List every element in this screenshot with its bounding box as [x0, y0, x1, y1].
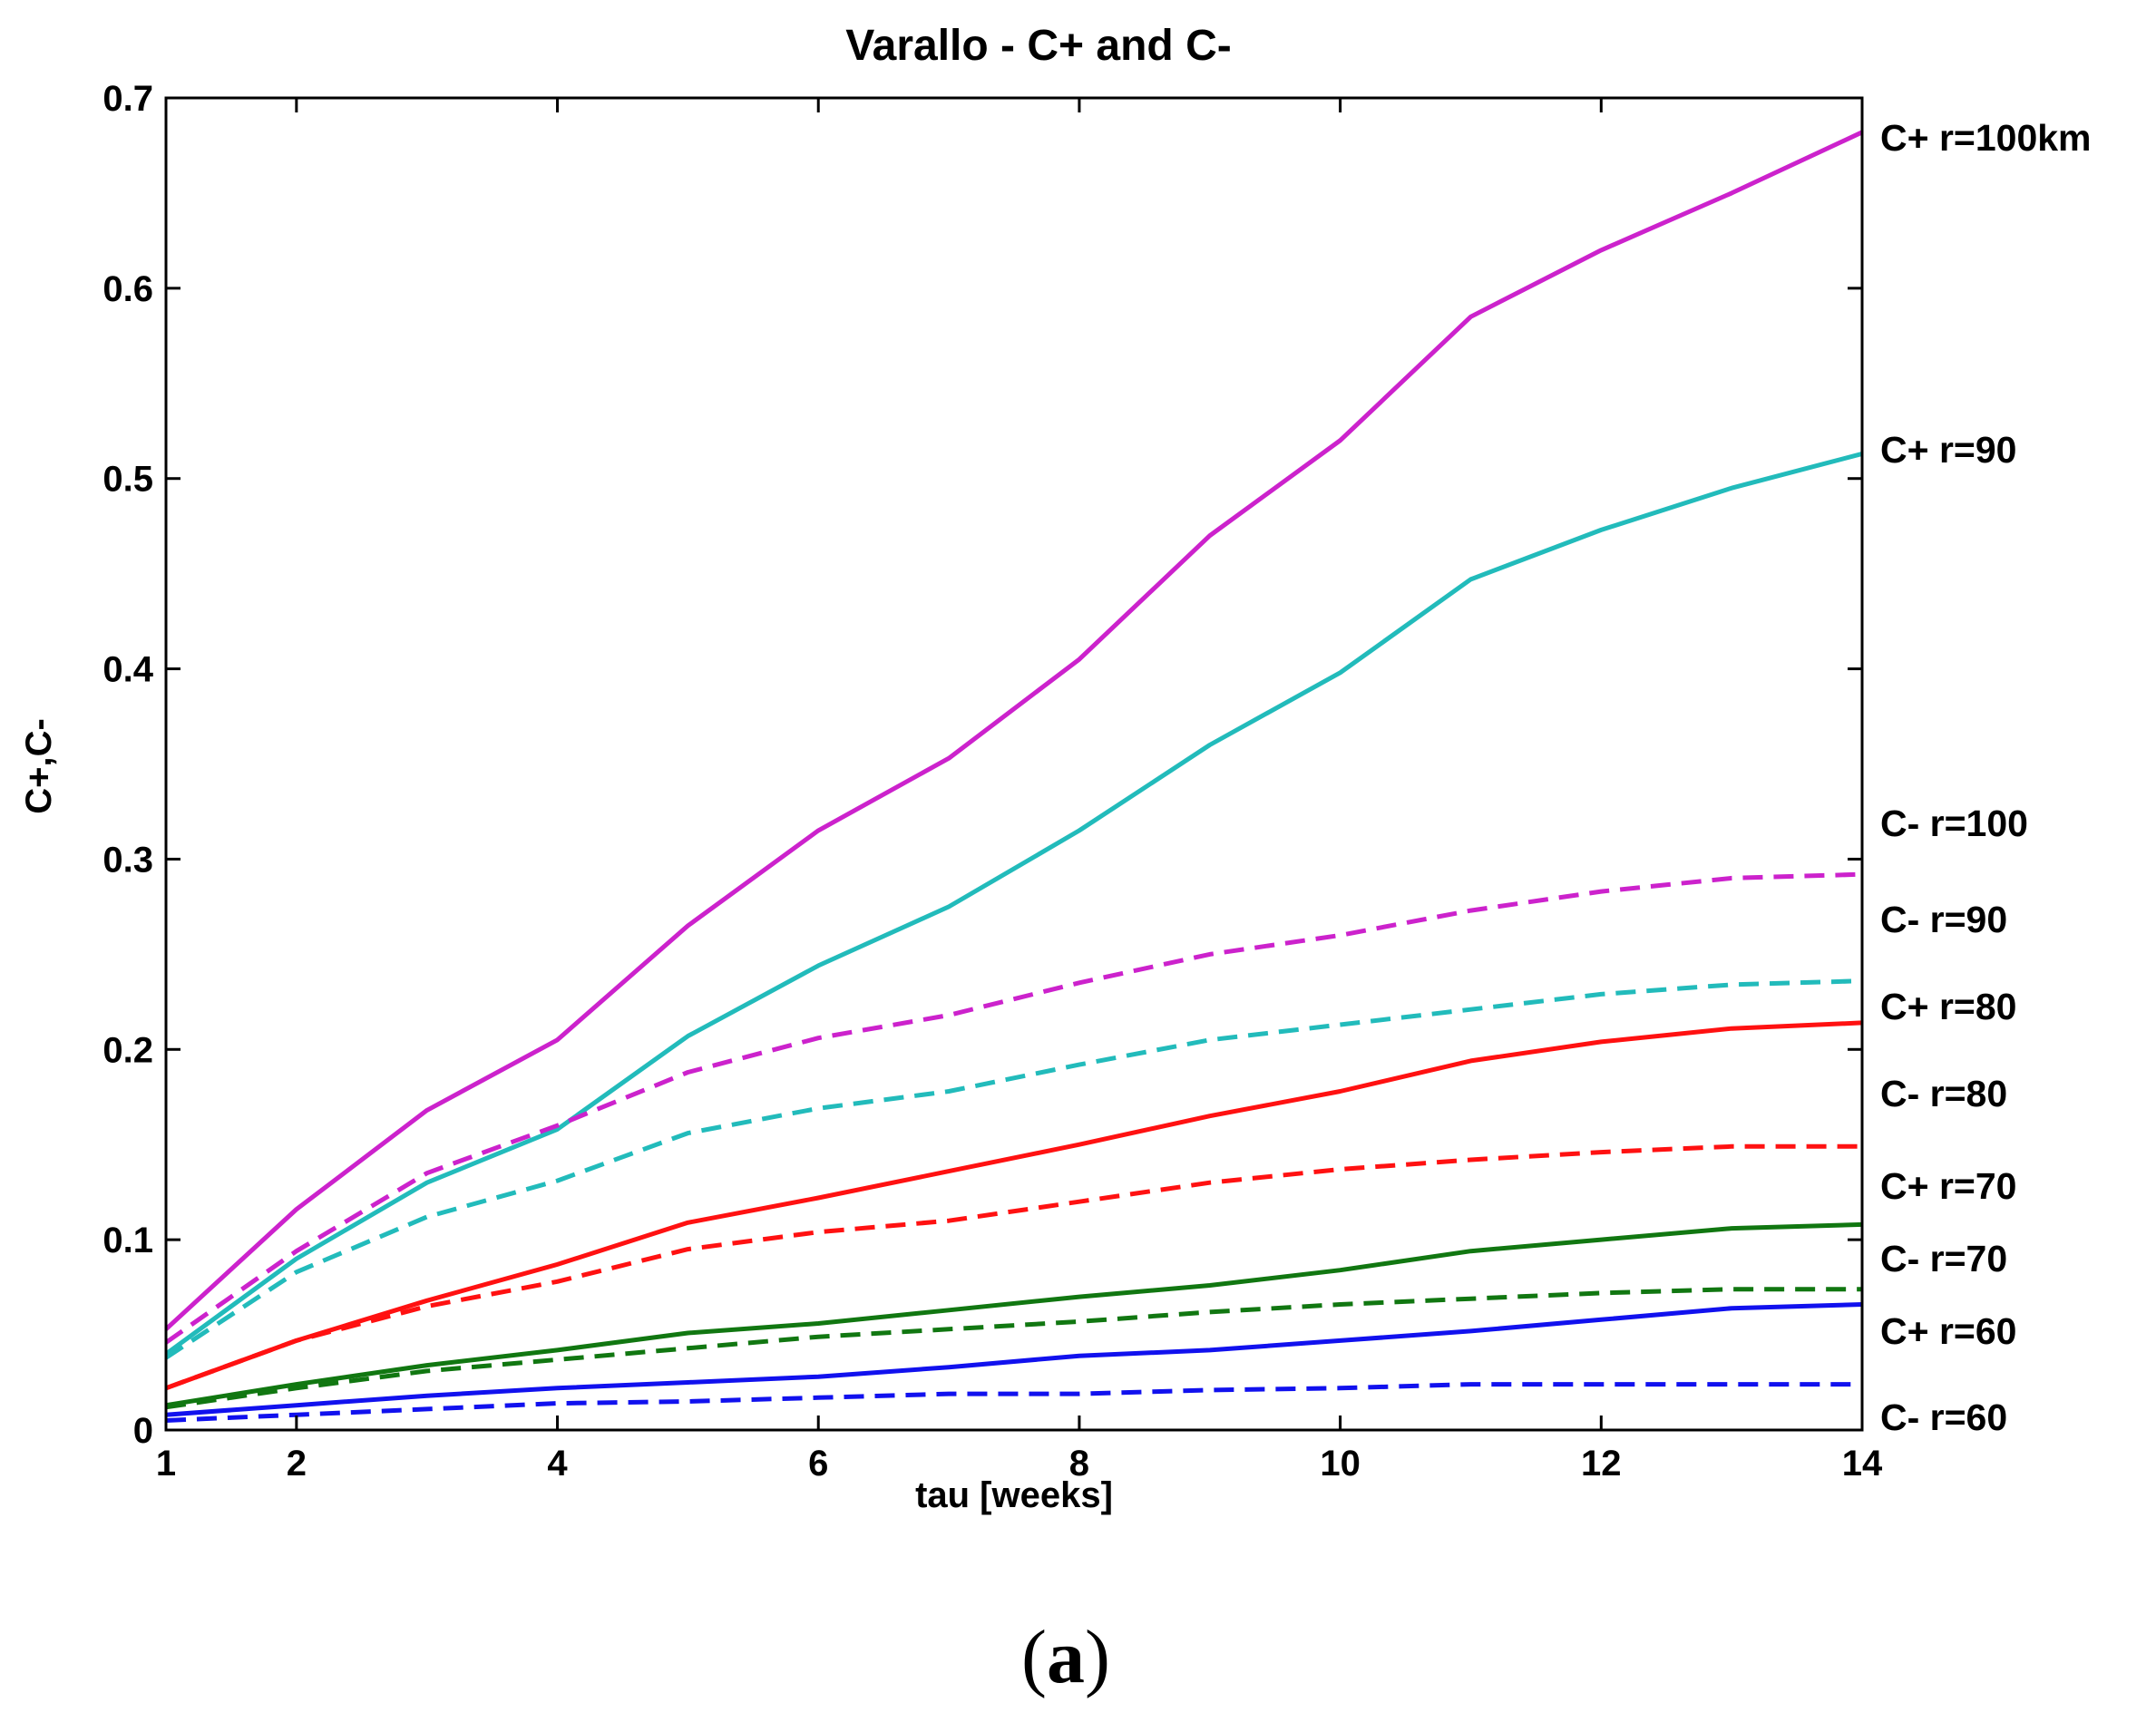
series-line-c-r-70: [165, 1221, 1863, 1408]
x-tick-label: 10: [1320, 1444, 1361, 1484]
x-axis-label: tau [weeks]: [915, 1475, 1113, 1515]
plot-frame: [164, 96, 1864, 1432]
series-line-c-r-70: [165, 1287, 1862, 1410]
legend-label: C- r=70: [1880, 1238, 2007, 1279]
series-layer: [164, 130, 1864, 1423]
series-line-c-r-60: [165, 1302, 1863, 1417]
x-tick-label: 12: [1581, 1444, 1622, 1484]
series-line-c-r-100: [164, 871, 1863, 1345]
chart-title: Varallo - C+ and C-: [845, 22, 1231, 70]
legend-label: C+ r=100km: [1880, 117, 2092, 159]
series-line-c-r-90: [164, 978, 1863, 1360]
x-tick-label: 2: [287, 1444, 307, 1484]
series-line-c-r-100km: [164, 130, 1864, 1331]
caption-open-paren: (: [1021, 1615, 1047, 1699]
x-tick-label: 8: [1069, 1444, 1089, 1484]
y-tick-labels: 0 0.1 0.2 0.3 0.4 0.5 0.6 0.7: [102, 79, 153, 1451]
legend-label: C- r=90: [1880, 899, 2007, 940]
y-tick-label: 0.7: [102, 79, 153, 119]
legend-label: C+ r=90: [1880, 429, 2016, 471]
y-tick-label: 0.5: [102, 460, 153, 500]
legend-label: C+ r=80: [1880, 986, 2016, 1027]
y-tick-label: 0.3: [102, 840, 153, 880]
y-tick-label: 0: [133, 1411, 153, 1451]
legend-label: C- r=60: [1880, 1396, 2007, 1438]
x-tick-labels: 1 2 4 6 8 10 12 14: [156, 1444, 1883, 1484]
y-tick-label: 0.1: [102, 1221, 153, 1260]
series-legend: C+ r=100km C+ r=90 C- r=100 C- r=90 C+ r=80 C…: [1880, 117, 2092, 1438]
x-tick-label: 14: [1842, 1444, 1883, 1484]
legend-label: C- r=80: [1880, 1073, 2007, 1114]
caption-letter: a: [1047, 1615, 1085, 1699]
legend-label: C+ r=70: [1880, 1165, 2016, 1207]
y-tick-label: 0.4: [102, 650, 153, 690]
legend-label: C- r=100: [1880, 803, 2028, 844]
figure-caption: (a): [1021, 1615, 1110, 1699]
series-line-c-r-80: [165, 1143, 1862, 1391]
y-tick-label: 0.6: [102, 269, 153, 309]
x-tick-label: 1: [156, 1444, 176, 1484]
caption-close-paren: ): [1085, 1615, 1110, 1699]
series-line-c-r-60: [165, 1382, 1862, 1423]
x-tick-label: 4: [547, 1444, 568, 1484]
x-tick-label: 6: [808, 1444, 828, 1484]
series-line-c-r-80: [165, 1020, 1863, 1391]
legend-label: C+ r=60: [1880, 1310, 2016, 1352]
series-line-c-r-90: [164, 451, 1863, 1357]
axis-ticks: [164, 96, 1864, 1432]
y-tick-label: 0.2: [102, 1030, 153, 1070]
y-axis-label: C+,C-: [19, 718, 59, 814]
